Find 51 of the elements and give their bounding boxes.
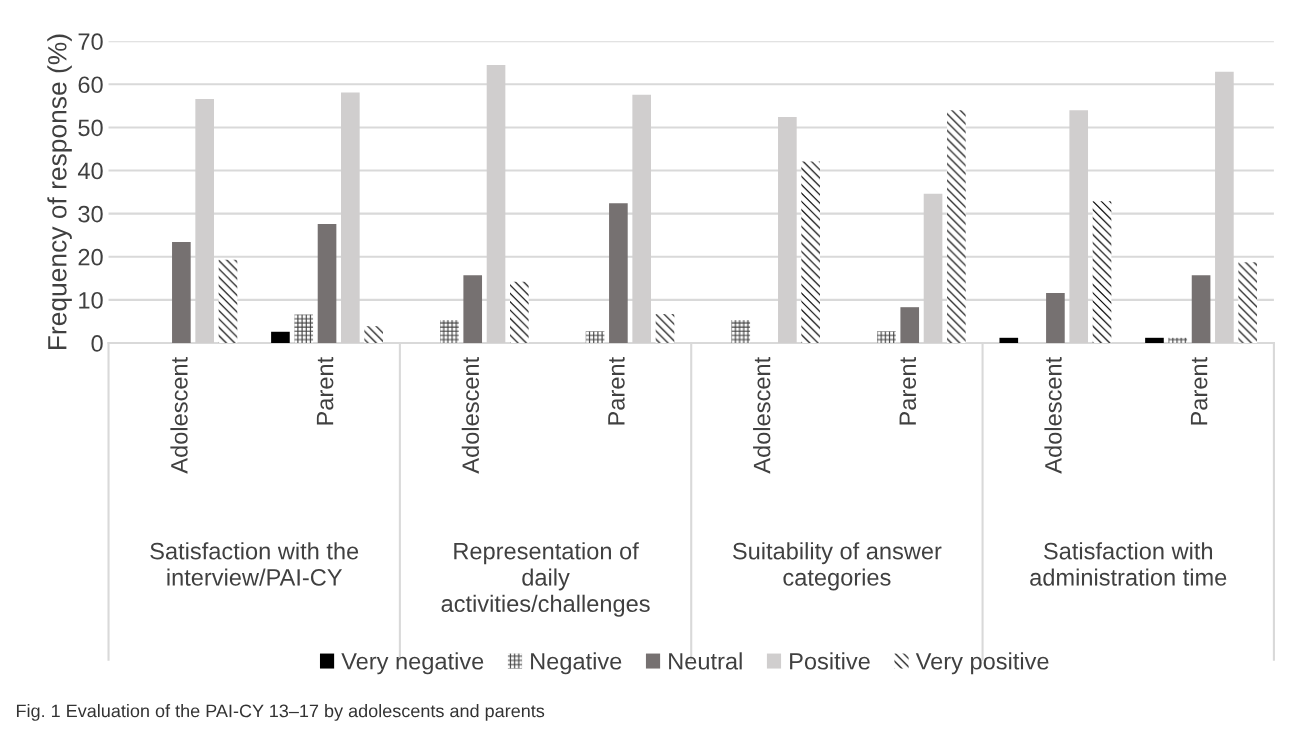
x-tick-label: Adolescent [170,357,188,474]
bar [463,275,483,343]
y-tick-label: 70 [78,33,103,50]
bar [900,307,920,343]
caption: Fig. 1 Evaluation of the PAI-CY 13–17 by adolescents and parents [16,704,545,721]
legend-label: Neutral [669,652,742,670]
bar [731,320,751,343]
bar [271,331,290,343]
x-tick-label: Adolescent [753,357,771,474]
x-tick-label: Adolescent [461,357,480,474]
bar [999,337,1019,343]
y-tick-label: 30 [78,205,103,223]
text: Satisfaction with administration time [1030,542,1227,586]
bar [172,242,191,343]
text: Representation of daily activities/challenges [441,542,650,617]
bar [440,320,459,343]
x-tick-label: Parent [899,357,917,425]
x-tick-label: Parent [1190,357,1208,425]
bar [317,224,337,343]
y-tick-label: 40 [77,162,103,180]
bar [585,331,605,343]
bar [294,314,314,343]
y-tick-label: 50 [78,119,103,137]
bar [877,331,896,343]
legend-label: Very positive [915,652,1049,675]
bar [609,203,628,343]
y-tick-label: 60 [78,76,103,94]
bar [218,259,238,343]
bar [1168,337,1188,343]
legend-label: Very negative [341,652,484,675]
bar [1092,201,1112,343]
bar [655,314,675,343]
bar [1145,337,1164,343]
bar [510,281,529,343]
y-axis-title: Frequency of response (%) [47,34,72,350]
bar [1046,292,1065,343]
y-tick-label: 20 [78,248,103,266]
bar [801,161,820,343]
bar [1238,262,1258,343]
bar [1191,275,1211,343]
x-tick-label: Parent [608,357,625,425]
x-tick-label: Adolescent [1044,357,1062,474]
text: Suitability of answer categories [732,542,942,591]
legend-label: Positive [790,652,870,670]
y-tick-label: 0 [91,335,103,352]
bar [947,110,966,343]
text: Satisfaction with the interview/PAI-CY [150,542,359,586]
legend-label: Negative [531,652,622,675]
bar [364,326,383,343]
x-tick-label: Parent [316,357,334,425]
y-tick-label: 10 [79,291,103,309]
